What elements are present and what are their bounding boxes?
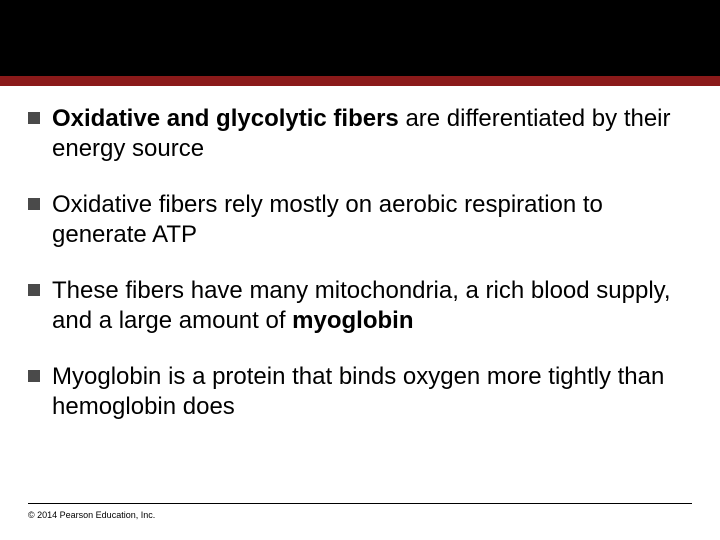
bullet-item: Oxidative and glycolytic fibers are diff… [28, 104, 692, 164]
slide: Oxidative and glycolytic fibers are diff… [0, 0, 720, 540]
content-area: Oxidative and glycolytic fibers are diff… [0, 86, 720, 422]
text-run: Oxidative fibers rely mostly on aerobic … [52, 191, 603, 248]
bullet-text: Myoglobin is a protein that binds oxygen… [52, 362, 692, 422]
copyright-text: © 2014 Pearson Education, Inc. [28, 510, 692, 520]
bullet-item: These fibers have many mitochondria, a r… [28, 276, 692, 336]
text-run: Myoglobin is a protein that binds oxygen… [52, 363, 664, 420]
bullet-text: Oxidative and glycolytic fibers are diff… [52, 104, 692, 164]
bold-run: Oxidative and glycolytic fibers [52, 105, 399, 132]
header-black-bar [0, 0, 720, 76]
bullet-square-icon [28, 284, 40, 296]
footer-rule [28, 503, 692, 504]
header-red-bar [0, 76, 720, 86]
bullet-text: Oxidative fibers rely mostly on aerobic … [52, 190, 692, 250]
bullet-square-icon [28, 112, 40, 124]
bullet-square-icon [28, 198, 40, 210]
bullet-square-icon [28, 370, 40, 382]
bold-run: myoglobin [292, 307, 413, 334]
bullet-item: Myoglobin is a protein that binds oxygen… [28, 362, 692, 422]
footer: © 2014 Pearson Education, Inc. [28, 503, 692, 520]
bullet-text: These fibers have many mitochondria, a r… [52, 276, 692, 336]
bullet-item: Oxidative fibers rely mostly on aerobic … [28, 190, 692, 250]
